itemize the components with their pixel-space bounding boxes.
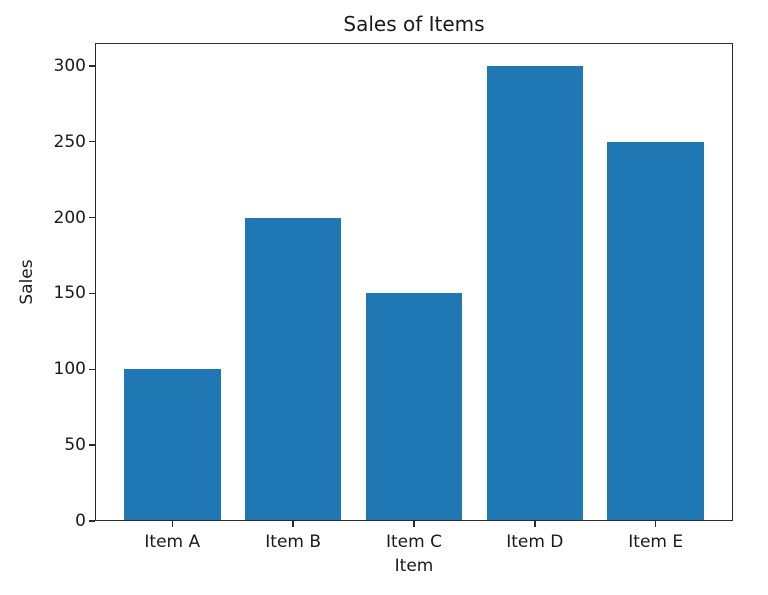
y-tick-label: 150 xyxy=(53,283,86,304)
y-tick-label: 200 xyxy=(53,207,86,228)
y-tick-label: 100 xyxy=(53,359,86,380)
bar-item-a xyxy=(124,369,221,521)
x-tick-label: Item A xyxy=(144,532,201,552)
y-tick-label: 250 xyxy=(53,131,86,152)
bar-item-c xyxy=(365,293,463,521)
bar-item-b xyxy=(244,217,342,521)
y-tick-mark xyxy=(89,292,95,295)
y-tick-mark xyxy=(89,140,95,143)
x-tick-label: Item B xyxy=(265,532,322,552)
x-tick-label: Item D xyxy=(506,532,564,552)
x-tick-label: Item C xyxy=(386,532,442,552)
x-axis-label: Item xyxy=(394,556,434,576)
chart-title: Sales of Items xyxy=(343,12,485,36)
x-tick-mark xyxy=(292,521,294,527)
bar-item-e xyxy=(607,141,704,521)
y-tick-label: 300 xyxy=(53,55,86,76)
y-tick-mark xyxy=(89,368,95,371)
y-tick-mark xyxy=(89,65,95,67)
y-tick-label: 0 xyxy=(75,511,86,531)
x-tick-mark xyxy=(654,521,657,527)
x-tick-mark xyxy=(171,521,174,527)
x-tick-mark xyxy=(534,521,536,527)
x-tick-mark xyxy=(413,521,415,527)
y-tick-mark xyxy=(89,520,95,522)
y-tick-mark xyxy=(89,444,95,446)
y-tick-mark xyxy=(89,216,95,219)
x-tick-label: Item E xyxy=(628,532,684,552)
bar-item-d xyxy=(486,65,584,521)
y-tick-label: 50 xyxy=(64,435,86,456)
